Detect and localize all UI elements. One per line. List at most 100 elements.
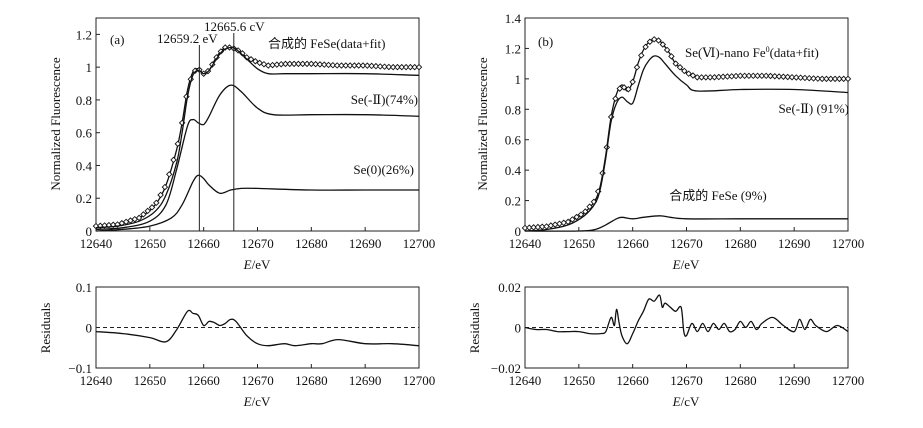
- series-line: [95, 174, 419, 232]
- xlabel-var: E: [672, 394, 681, 409]
- series-label-fese: 合成的 FeSe(data+fit): [268, 36, 385, 51]
- data-marker: [239, 50, 246, 57]
- y-tick-label: 0: [515, 321, 522, 336]
- x-tick-label: 12660: [616, 373, 649, 388]
- data-marker: [556, 220, 563, 227]
- panel-b-xticks: 12640 12650 12660 12670 12680 12690 12700: [509, 227, 864, 251]
- xlabel-unit: /eV: [681, 257, 700, 272]
- x-tick-label: 12640: [509, 236, 542, 251]
- y-tick-label: −0.02: [491, 361, 521, 376]
- panel-a-lines: [92, 44, 423, 232]
- xlabel-var: E: [672, 257, 681, 272]
- y-tick-label: −0.1: [68, 361, 92, 376]
- series-label-se-vi-tail: (data+fit): [770, 45, 819, 60]
- y-tick-label: 0.4: [76, 158, 93, 173]
- data-marker: [144, 207, 151, 215]
- data-marker: [415, 63, 423, 71]
- panel-a-yticks: 0 0.2 0.4 0.6 0.8 1 1.2: [76, 27, 100, 239]
- x-tick-label: 12690: [349, 236, 382, 251]
- peak-label-2: 12665.6 cV: [204, 19, 265, 34]
- x-tick-label: 12670: [241, 236, 274, 251]
- x-tick-label: 12700: [832, 373, 865, 388]
- residuals-a-lines: [95, 309, 420, 347]
- y-tick-label: 0: [86, 224, 93, 239]
- panel-a-label: (a): [110, 32, 124, 47]
- series-label-se-vi: Se(Ⅵ)-nano Fe0(data+fit): [685, 45, 819, 60]
- data-marker: [638, 52, 645, 59]
- x-tick-label: 12650: [563, 236, 596, 251]
- panel-b-lines: [521, 36, 852, 232]
- residuals-b-yticks: −0.02 0 0.02: [491, 280, 529, 376]
- x-tick-label: 12670: [670, 236, 703, 251]
- x-tick-label: 12680: [724, 236, 757, 251]
- y-tick-label: 1.2: [505, 41, 521, 56]
- series-line: [524, 55, 849, 232]
- y-tick-label: 1.4: [505, 11, 522, 26]
- y-tick-label: 0.6: [76, 126, 93, 141]
- panel-b-xlabel: E/eV: [672, 257, 700, 272]
- data-marker: [681, 67, 688, 75]
- data-marker: [247, 56, 255, 63]
- x-tick-label: 12660: [616, 236, 649, 251]
- series-line: [524, 294, 849, 345]
- data-marker: [564, 218, 572, 226]
- panel-b-ylabel: Normalized Fluorescence: [475, 57, 490, 190]
- peak-label-1: 12659.2 eV: [157, 31, 218, 46]
- xlabel-unit: /cV: [681, 394, 700, 409]
- data-marker: [187, 76, 194, 83]
- data-marker: [252, 58, 259, 65]
- series-label-se-0: Se(0)(26%): [353, 162, 414, 177]
- residuals-b-xlabel: E/cV: [672, 394, 700, 409]
- data-marker: [543, 223, 550, 230]
- y-tick-label: 1: [86, 60, 93, 75]
- panel-a-xticks: 12640 12650 12660 12670 12680 12690 12700: [80, 227, 435, 251]
- data-marker: [135, 214, 143, 222]
- series-line: [95, 46, 420, 229]
- data-marker: [612, 95, 619, 102]
- panel-b-label: (b): [538, 34, 553, 49]
- data-marker: [170, 156, 177, 164]
- y-tick-label: 0.4: [505, 163, 522, 178]
- y-tick-label: 0.02: [498, 280, 521, 295]
- y-tick-label: 0.2: [76, 191, 92, 206]
- residuals-a-ylabel: Residuals: [38, 303, 53, 354]
- superscript-zero: 0: [766, 45, 770, 54]
- x-tick-label: 12670: [241, 373, 274, 388]
- series-label-se-vi-main: Se(Ⅵ)-nano Fe: [685, 45, 766, 60]
- x-tick-label: 12680: [295, 236, 328, 251]
- x-tick-label: 12660: [187, 236, 220, 251]
- data-marker: [685, 70, 692, 77]
- series-line: [95, 309, 420, 347]
- data-marker: [157, 191, 164, 199]
- residuals-a-xlabel: E/cV: [243, 394, 271, 409]
- x-tick-label: 12650: [134, 373, 167, 388]
- data-marker: [161, 183, 169, 191]
- x-tick-label: 12660: [187, 373, 220, 388]
- data-marker: [646, 38, 654, 45]
- y-tick-label: 0: [86, 321, 93, 336]
- data-marker: [153, 199, 160, 207]
- panel-b-spectra: 0 0.2 0.4 0.6 0.8 1 1.2 1.4 12640 12650 12660 1267…: [475, 11, 864, 272]
- data-marker: [642, 43, 649, 51]
- data-marker: [582, 208, 589, 215]
- data-marker: [663, 46, 671, 54]
- panel-b-yticks: 0 0.2 0.4 0.6 0.8 1 1.2 1.4: [505, 11, 529, 239]
- xlabel-var: E: [243, 257, 252, 272]
- data-marker: [629, 78, 636, 86]
- residuals-b-ylabel: Residuals: [467, 303, 482, 354]
- data-marker: [676, 64, 684, 71]
- residuals-a-xticks: 12640 12650 12660 12670 12680 12690 12700: [80, 364, 436, 388]
- x-tick-label: 12700: [403, 373, 436, 388]
- x-tick-label: 12640: [80, 373, 113, 388]
- data-marker: [633, 64, 641, 71]
- data-marker: [625, 85, 632, 93]
- y-tick-label: 1.2: [76, 27, 92, 42]
- data-marker: [551, 221, 559, 228]
- series-label-se-ii: Se(-Ⅱ)(74%): [351, 92, 418, 107]
- x-tick-label: 12680: [295, 373, 328, 388]
- data-marker: [672, 60, 679, 67]
- data-marker: [560, 219, 567, 227]
- panel-b-residuals: −0.02 0 0.02 12640 12650 12660 12670 12680 1269…: [467, 280, 864, 409]
- xlabel-var: E: [243, 394, 252, 409]
